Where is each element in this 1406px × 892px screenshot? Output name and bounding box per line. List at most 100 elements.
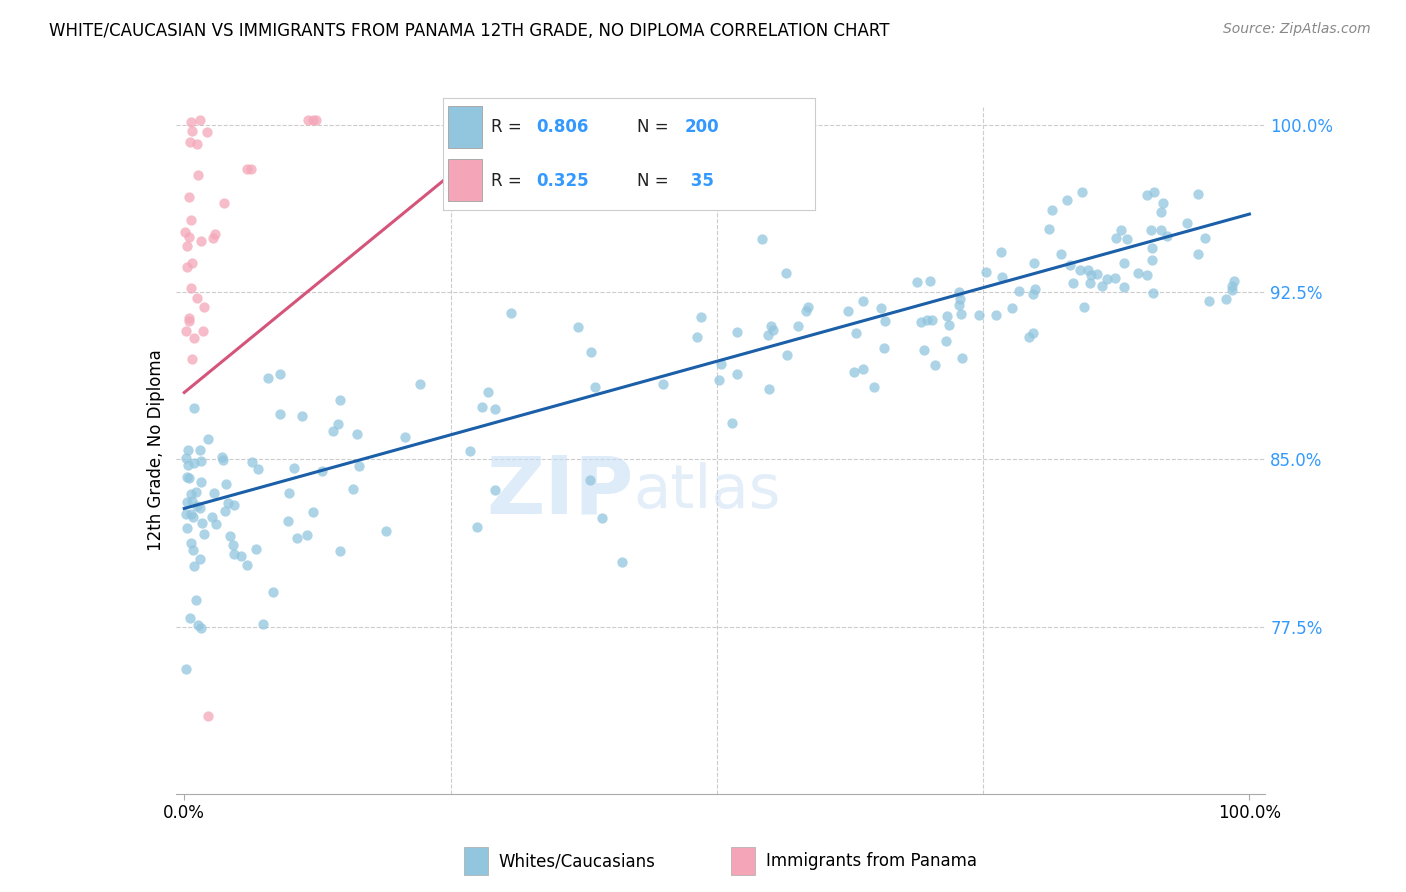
Point <box>786 318 808 333</box>
Point <box>761 318 783 333</box>
Point <box>177 458 200 473</box>
Point <box>329 544 352 558</box>
Point <box>1156 228 1178 243</box>
Point <box>245 541 267 556</box>
Point <box>197 708 219 723</box>
Point <box>652 376 675 391</box>
Point <box>1022 256 1045 270</box>
Point <box>1077 263 1099 277</box>
Point <box>1050 247 1073 261</box>
Point <box>212 195 235 210</box>
Point <box>394 429 416 443</box>
Text: 35: 35 <box>685 171 714 190</box>
Point <box>240 455 263 469</box>
Point <box>176 507 198 521</box>
Point <box>190 622 212 636</box>
Point <box>180 536 202 550</box>
Point <box>176 260 198 274</box>
Point <box>1222 283 1244 297</box>
Point <box>921 313 943 327</box>
Point <box>585 380 607 394</box>
Y-axis label: 12th Grade, No Diploma: 12th Grade, No Diploma <box>146 350 165 551</box>
Point <box>1112 280 1135 294</box>
Point <box>484 483 506 498</box>
Point <box>756 328 779 343</box>
Point <box>342 482 364 496</box>
Point <box>1187 247 1209 261</box>
Point <box>1085 267 1108 281</box>
Point <box>1080 268 1102 282</box>
Point <box>176 469 198 483</box>
Point <box>845 326 868 340</box>
Point <box>191 516 214 530</box>
FancyBboxPatch shape <box>449 160 482 202</box>
Point <box>721 416 744 430</box>
Point <box>176 239 198 253</box>
Point <box>183 401 205 415</box>
Point <box>181 255 204 269</box>
Point <box>277 485 299 500</box>
Point <box>458 444 481 458</box>
Point <box>176 521 198 535</box>
Point <box>751 232 773 246</box>
Point <box>1136 268 1159 283</box>
Point <box>235 161 257 176</box>
Point <box>176 494 198 508</box>
Point <box>180 352 202 367</box>
Point <box>204 227 226 241</box>
Point <box>186 593 208 607</box>
Point <box>837 304 859 318</box>
Text: 200: 200 <box>685 118 720 136</box>
Point <box>190 475 212 490</box>
Point <box>291 409 314 423</box>
Point <box>186 499 208 513</box>
Point <box>1040 203 1063 218</box>
Point <box>311 464 333 478</box>
Point <box>222 547 245 561</box>
Point <box>297 528 319 542</box>
Point <box>190 454 212 468</box>
Point <box>918 274 941 288</box>
Point <box>1194 231 1216 245</box>
Point <box>269 367 291 381</box>
Point <box>852 362 875 376</box>
Point <box>690 310 713 325</box>
FancyBboxPatch shape <box>731 847 755 875</box>
Point <box>852 294 875 309</box>
Point <box>195 125 218 139</box>
Point <box>863 380 886 394</box>
Point <box>179 190 201 204</box>
Point <box>222 498 245 512</box>
Point <box>1215 292 1237 306</box>
Point <box>1069 262 1091 277</box>
Point <box>181 494 204 508</box>
Point <box>181 543 204 558</box>
Point <box>177 313 200 327</box>
Text: 0.325: 0.325 <box>536 171 589 190</box>
Point <box>219 528 242 542</box>
Text: Immigrants from Panama: Immigrants from Panama <box>766 852 977 871</box>
Point <box>1095 272 1118 286</box>
Point <box>686 329 709 343</box>
Point <box>1143 185 1166 199</box>
Point <box>938 318 960 332</box>
Point <box>948 298 970 312</box>
Point <box>221 538 243 552</box>
Point <box>1018 330 1040 344</box>
Point <box>1062 276 1084 290</box>
Point <box>180 508 202 522</box>
Point <box>870 301 893 316</box>
Point <box>1150 223 1173 237</box>
Point <box>915 312 938 326</box>
Point <box>181 124 204 138</box>
Point <box>193 527 215 541</box>
Text: atlas: atlas <box>633 462 780 521</box>
Point <box>758 382 780 396</box>
Text: R =: R = <box>491 171 527 190</box>
Point <box>499 306 522 320</box>
Point <box>214 504 236 518</box>
Point <box>1187 187 1209 202</box>
Point <box>180 281 202 295</box>
Point <box>1022 326 1045 341</box>
Point <box>1070 185 1092 199</box>
